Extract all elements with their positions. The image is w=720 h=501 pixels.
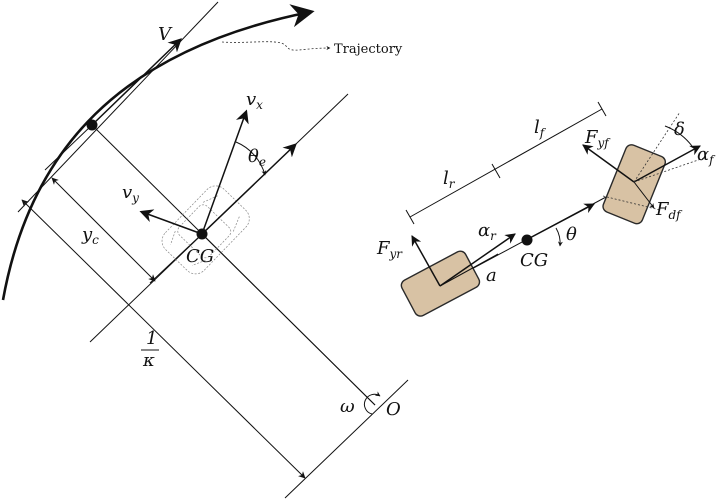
rear-velocity-arrow xyxy=(439,233,516,287)
omega-label: ω xyxy=(340,396,355,417)
car-outline xyxy=(161,185,250,275)
cg-label-right: CG xyxy=(520,250,548,271)
theta-label: θ xyxy=(566,224,577,245)
alpha-f-label: αf xyxy=(697,144,716,167)
origin-parallel-line xyxy=(284,379,409,499)
delta-label: δ xyxy=(674,119,685,140)
fdf-arrow xyxy=(633,181,655,209)
fyr-arrow xyxy=(411,235,441,287)
vx-arrow xyxy=(201,109,249,235)
cg-point-right xyxy=(521,234,533,246)
cg-label-left: CG xyxy=(186,246,214,267)
front-wheel-heading xyxy=(633,111,681,183)
origin-label: O xyxy=(386,399,401,420)
wheelbase-tick-right xyxy=(597,101,607,117)
svg-text:1: 1 xyxy=(146,328,157,349)
rear-heading-arrow xyxy=(439,253,499,287)
rear-tire xyxy=(400,250,481,317)
theta-e-label: θe xyxy=(248,146,266,169)
trajectory-curve xyxy=(1,4,315,301)
fdf-label: Fdf xyxy=(655,199,683,222)
front-body-extension xyxy=(633,157,705,183)
cg-point xyxy=(196,228,208,240)
fyr-label: Fyr xyxy=(376,238,403,261)
yc-extension-top xyxy=(44,124,93,171)
wheelbase-tick-left xyxy=(405,209,415,225)
fyf-label: Fyf xyxy=(584,127,611,150)
trajectory-label: Trajectory xyxy=(334,42,403,57)
alpha-r-label: αr xyxy=(478,220,497,243)
vy-arrow xyxy=(139,209,203,235)
cg-velocity-arrow xyxy=(201,143,297,235)
a-label: a xyxy=(486,265,497,286)
wheelbase-tick-mid xyxy=(491,163,501,179)
omega-arc xyxy=(363,391,381,415)
fyf-arrow xyxy=(582,144,635,183)
left-kinematic-diagram: V Trajectory vx θe vy CG yc 1 κ ω O xyxy=(1,1,409,499)
trajectory-callout xyxy=(221,41,331,51)
delta-arc xyxy=(664,125,693,147)
velocity-label: V xyxy=(158,24,173,45)
right-bicycle-model: lf lr Fyf δ αf Fdf αr Fyr CG θ a xyxy=(376,101,716,317)
tangent-line xyxy=(17,1,219,213)
theta-arc xyxy=(555,227,563,247)
vy-label: vy xyxy=(122,182,139,205)
velocity-arrow xyxy=(91,38,182,126)
lf-label: lf xyxy=(534,117,547,140)
yc-label: yc xyxy=(81,224,99,247)
svg-text:κ: κ xyxy=(142,350,155,371)
front-velocity-arrow xyxy=(633,145,701,183)
cg-direction-arrow xyxy=(525,203,595,241)
theta-e-arc xyxy=(235,141,267,176)
offset-line xyxy=(201,233,376,406)
curvature-label: 1 κ xyxy=(141,328,159,371)
lr-label: lr xyxy=(443,168,456,191)
curvature-radius-arrow xyxy=(21,199,306,479)
yc-dimension-arrow xyxy=(51,177,156,282)
front-tire xyxy=(602,144,667,225)
vx-label: vx xyxy=(246,89,263,112)
wheelbase-dimension xyxy=(409,108,603,218)
